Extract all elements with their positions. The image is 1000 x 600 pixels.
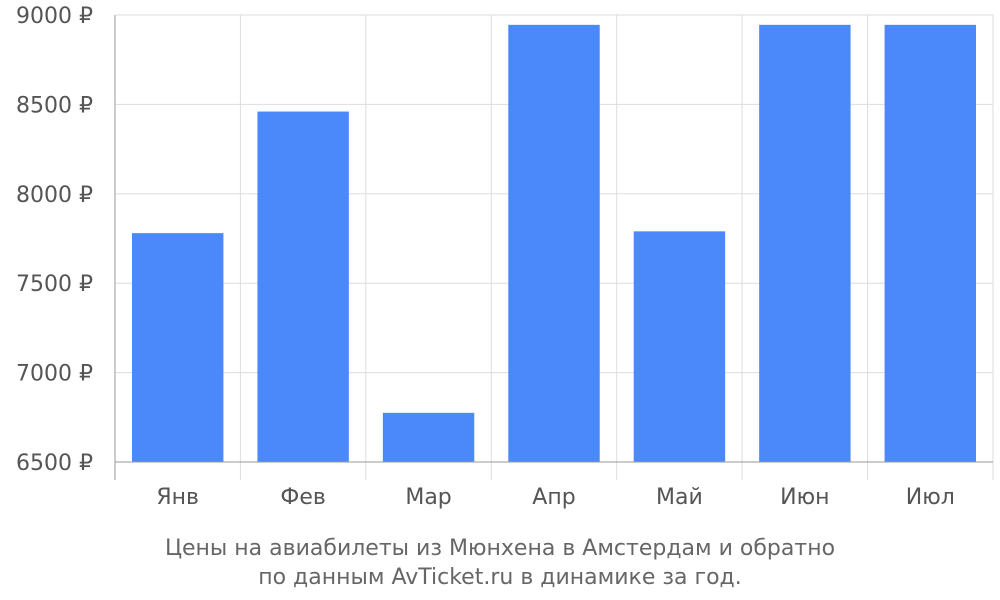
y-tick-label: 8000 ₽ xyxy=(16,183,93,208)
y-tick-label: 9000 ₽ xyxy=(16,4,93,29)
bar-1 xyxy=(132,233,224,462)
bar-3 xyxy=(382,412,475,462)
y-tick-label: 7000 ₽ xyxy=(16,362,93,387)
x-tick-label: Мар xyxy=(405,485,451,510)
x-tick-label: Фев xyxy=(280,485,325,510)
y-tick-label: 6500 ₽ xyxy=(16,451,93,476)
x-tick-label: Июн xyxy=(780,485,829,510)
chart-caption-line-2: по данным AvTicket.ru в динамике за год. xyxy=(258,565,742,590)
bars xyxy=(132,24,976,463)
chart-caption-line-1: Цены на авиабилеты из Мюнхена в Амстерда… xyxy=(165,536,835,561)
x-tick-label: Май xyxy=(656,485,703,510)
bar-5 xyxy=(633,231,726,462)
axes: 6500 ₽ 7000 ₽ 7500 ₽ 8000 ₽ 8500 ₽ 9000 ₽ Янв Ф… xyxy=(16,4,993,510)
bar-2 xyxy=(257,111,349,462)
bar-7 xyxy=(884,24,976,463)
x-tick-label: Июл xyxy=(906,485,955,510)
y-tick-label: 8500 ₽ xyxy=(16,93,93,118)
x-tick-label: Апр xyxy=(532,485,575,510)
x-tick-label: Янв xyxy=(156,485,199,510)
y-tick-label: 7500 ₽ xyxy=(16,272,93,297)
bar-6 xyxy=(759,24,851,463)
bar-4 xyxy=(508,24,600,463)
